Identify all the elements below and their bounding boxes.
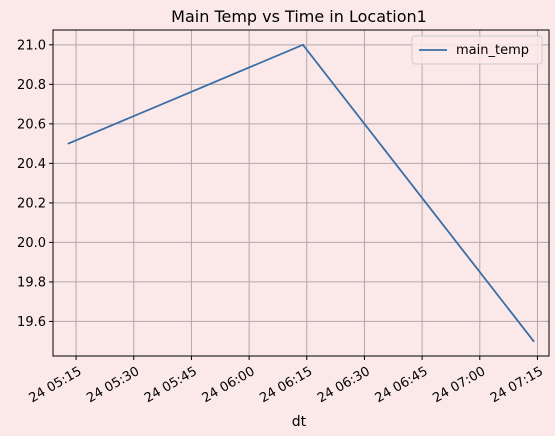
data-point xyxy=(67,142,70,145)
legend: main_temp xyxy=(411,35,543,65)
x-axis-label: dt xyxy=(292,414,307,430)
legend-box xyxy=(411,35,543,65)
data-point xyxy=(532,340,535,343)
series-layer xyxy=(67,43,535,343)
x-tick-label: 24 06:30 xyxy=(315,364,373,406)
y-tick-label: 21.0 xyxy=(17,38,46,53)
x-axis-ticks: 24 05:15 24 05:30 24 05:45 24 06:00 24 06:15… xyxy=(27,356,546,406)
series-line-main-temp xyxy=(68,43,535,342)
y-tick-label: 20.8 xyxy=(17,78,46,93)
x-tick-label: 24 07:15 xyxy=(488,364,546,406)
y-tick-label: 20.2 xyxy=(17,196,46,211)
x-tick-label: 24 05:15 xyxy=(27,364,85,406)
grid xyxy=(53,30,549,356)
y-tick-label: 19.8 xyxy=(17,275,46,290)
y-axis-ticks: 19.6 19.8 20.0 20.2 20.4 20.6 20.8 21.0 xyxy=(17,38,53,330)
y-tick-label: 20.6 xyxy=(17,117,46,132)
x-tick-label: 24 06:45 xyxy=(373,364,431,406)
x-tick-label: 24 07:00 xyxy=(430,364,488,406)
x-tick-label: 24 05:45 xyxy=(142,364,200,406)
y-tick-label: 20.0 xyxy=(17,236,46,251)
x-tick-label: 24 06:15 xyxy=(257,364,315,406)
x-tick-label: 24 06:00 xyxy=(200,364,258,406)
x-tick-label: 24 05:30 xyxy=(84,364,142,406)
legend-label-main-temp: main_temp xyxy=(456,43,529,58)
data-point xyxy=(302,43,304,46)
y-tick-label: 20.4 xyxy=(17,157,46,172)
chart-title: Main Temp vs Time in Location1 xyxy=(171,7,427,26)
y-tick-label: 19.6 xyxy=(17,315,46,330)
plot-area-frame xyxy=(52,29,550,357)
